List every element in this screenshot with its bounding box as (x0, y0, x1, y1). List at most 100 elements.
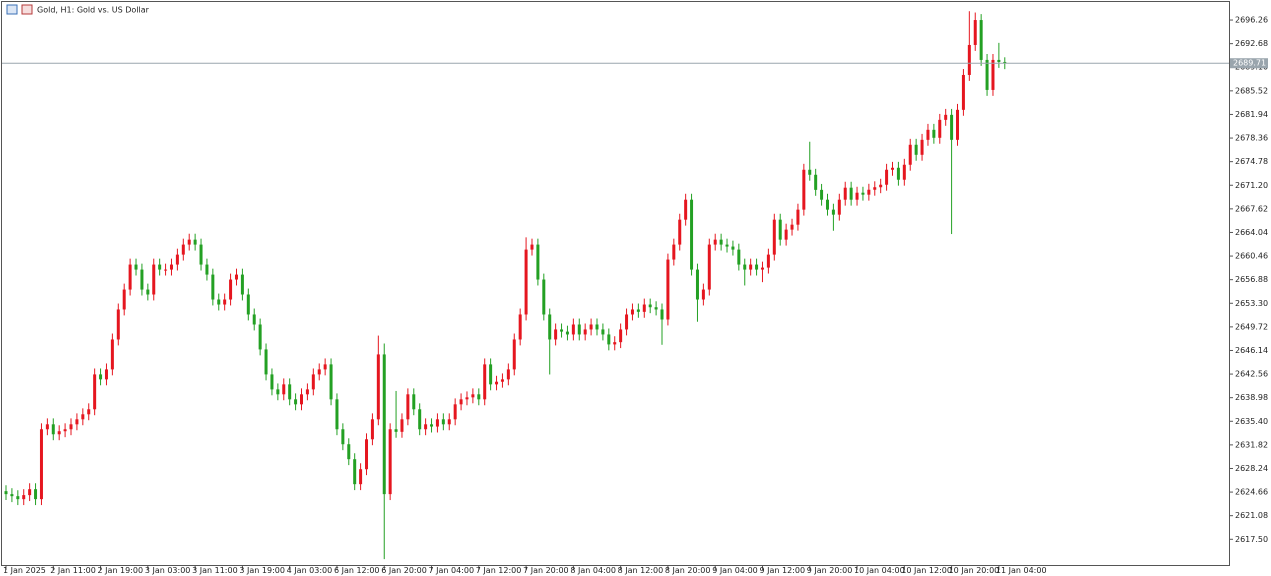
x-tick-label: 11 Jan 04:00 (996, 566, 1047, 575)
candle-body (28, 489, 32, 496)
candle-body (642, 304, 646, 312)
x-tick-label: 4 Jan 03:00 (287, 566, 333, 575)
candle-body (140, 269, 144, 290)
candle-body (506, 369, 510, 380)
candle-body (607, 334, 611, 345)
candle-body (944, 114, 948, 120)
y-tick-label: 2642.56 (1235, 370, 1268, 379)
candle-body (825, 199, 829, 210)
candle-body (87, 409, 91, 415)
candle-body (861, 192, 865, 195)
candle-body (808, 169, 812, 175)
candle-body (648, 304, 652, 308)
candle-body (199, 244, 203, 265)
candle-body (288, 384, 292, 400)
candle-body (16, 496, 20, 500)
candle-body (116, 309, 120, 340)
candle-body (146, 289, 150, 295)
candle-body (57, 431, 61, 435)
candle-body (341, 429, 345, 445)
candle-body (134, 264, 138, 270)
candle-body (406, 394, 410, 420)
x-tick-label: 6 Jan 20:00 (381, 566, 427, 575)
x-tick-label: 8 Jan 12:00 (618, 566, 664, 575)
y-tick-label: 2664.04 (1235, 228, 1268, 237)
candle-body (908, 144, 912, 165)
candle-body (766, 254, 770, 268)
candle-body (902, 164, 906, 180)
candle-body (778, 219, 782, 240)
candle-body (370, 419, 374, 440)
candle-body (211, 274, 215, 300)
candle-body (542, 279, 546, 315)
candle-body (418, 409, 422, 430)
candle-body (81, 414, 85, 420)
candle-body (802, 169, 806, 210)
candle-body (719, 239, 723, 245)
candle-body (276, 389, 280, 395)
candle-body (365, 439, 369, 470)
candle-body (678, 219, 682, 245)
y-tick-label: 2621.08 (1235, 511, 1268, 520)
candle-body (749, 264, 753, 270)
candle-body (400, 419, 404, 432)
candle-body (435, 419, 439, 427)
candle-body (518, 314, 522, 340)
candle-body (169, 264, 173, 270)
candle-body (305, 389, 309, 395)
y-tick-label: 2678.36 (1235, 134, 1268, 143)
candle-body (796, 209, 800, 225)
y-tick-label: 2653.30 (1235, 299, 1268, 308)
candle-body (382, 354, 386, 495)
candle-body (347, 444, 351, 460)
candle-body (246, 294, 250, 315)
y-tick-label: 2656.88 (1235, 275, 1268, 284)
candle-body (264, 349, 268, 375)
candle-body (453, 404, 457, 420)
candle-body (128, 264, 132, 290)
candle-body (554, 329, 558, 340)
candle-body (424, 424, 428, 430)
candle-body (69, 424, 73, 430)
candle-body (104, 369, 108, 380)
x-tick-label: 9 Jan 04:00 (712, 566, 758, 575)
x-tick-label: 3 Jan 11:00 (192, 566, 238, 575)
candle-body (737, 249, 741, 265)
candle-body (234, 274, 238, 280)
candle-body (394, 429, 398, 432)
chart-title: Gold, H1: Gold vs. US Dollar (37, 6, 150, 15)
candle-body (335, 399, 339, 430)
candle-body (814, 174, 818, 190)
candle-body (595, 324, 599, 330)
candle-body (938, 119, 942, 138)
icon (21, 4, 33, 15)
candle-body (956, 109, 960, 140)
candle-body (619, 329, 623, 343)
x-tick-label: 3 Jan 19:00 (239, 566, 285, 575)
candle-body (93, 374, 97, 410)
candle-body (920, 139, 924, 155)
y-tick-label: 2660.46 (1235, 252, 1268, 261)
x-tick-label: 8 Jan 20:00 (665, 566, 711, 575)
candle-body (536, 244, 540, 280)
candle-body (223, 299, 227, 305)
candle-body (110, 339, 114, 370)
candle-body (601, 329, 605, 335)
x-tick-label: 7 Jan 04:00 (429, 566, 475, 575)
candle-body (300, 394, 303, 405)
candle-body (483, 364, 487, 400)
candle-body (979, 20, 983, 60)
y-tick-label: 2674.78 (1235, 157, 1268, 166)
candle-body (10, 494, 14, 497)
candle-body (39, 429, 43, 500)
candle-body (790, 224, 794, 230)
x-tick-label: 8 Jan 04:00 (570, 566, 616, 575)
candle-body (205, 264, 209, 275)
candle-body (512, 339, 516, 370)
y-tick-label: 2696.26 (1235, 16, 1268, 25)
candle-body (181, 244, 185, 255)
candle-body (891, 167, 894, 170)
candle-body (625, 314, 629, 330)
